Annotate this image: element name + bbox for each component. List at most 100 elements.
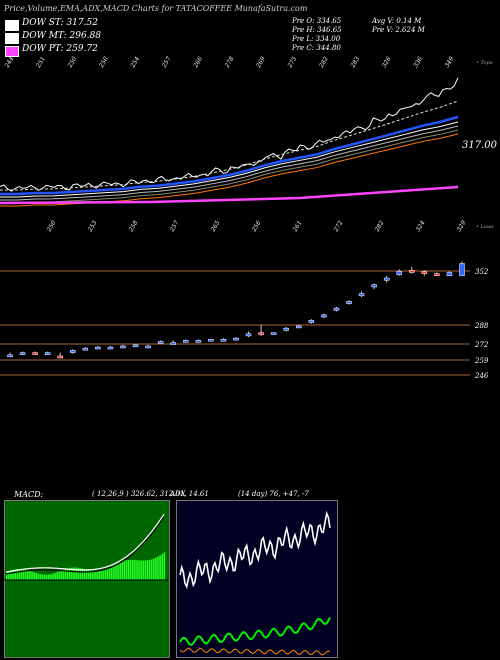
macd-bar bbox=[50, 574, 52, 580]
macd-bar bbox=[75, 567, 77, 580]
candle-body bbox=[233, 337, 239, 341]
candle-body bbox=[258, 332, 264, 335]
candle-body bbox=[421, 271, 428, 274]
macd-bar bbox=[58, 571, 61, 580]
macd-bar bbox=[150, 559, 153, 580]
macd-signal-line bbox=[5, 514, 165, 573]
macd-line bbox=[5, 516, 165, 575]
macd-bar bbox=[43, 574, 46, 580]
macd-bar bbox=[20, 569, 23, 580]
macd-bar bbox=[123, 560, 126, 580]
candlestick-chart: 352 288 272 259 246 bbox=[0, 261, 489, 380]
macd-bar bbox=[121, 561, 124, 580]
macd-bar bbox=[14, 569, 16, 580]
macd-bar bbox=[146, 560, 149, 580]
macd-bar bbox=[106, 568, 109, 580]
macd-bar bbox=[136, 560, 138, 580]
ema-long-line bbox=[0, 121, 459, 198]
adx-values: (14 day) 76, +47, -7 bbox=[238, 490, 309, 498]
pre-low: Pre L: 334.00 bbox=[292, 35, 341, 43]
legend-mt: DOW MT: 296.88 bbox=[22, 31, 101, 41]
candle-body bbox=[333, 307, 340, 311]
macd-bar bbox=[117, 563, 119, 580]
candle-body bbox=[183, 340, 189, 343]
macd-bar bbox=[45, 574, 48, 580]
adx-label: ADX bbox=[170, 490, 186, 498]
macd-bar bbox=[54, 572, 56, 580]
candle-body bbox=[358, 293, 365, 297]
macd-bar bbox=[163, 552, 166, 580]
macd-bar bbox=[29, 570, 31, 580]
macd-bar bbox=[102, 570, 105, 580]
macd-bar bbox=[22, 569, 25, 580]
candle-body bbox=[70, 350, 76, 353]
x-tick-mid: 324 bbox=[415, 219, 427, 233]
candle-body bbox=[145, 345, 151, 349]
macd-bar bbox=[18, 568, 21, 580]
macd-values: ( 12,26,9 ) 326.62, 312.01, 14.61 bbox=[92, 490, 209, 498]
candle-body bbox=[44, 352, 51, 355]
macd-bar bbox=[119, 562, 121, 580]
macd-bar bbox=[12, 569, 14, 580]
macd-bar bbox=[125, 560, 128, 580]
candle-body bbox=[32, 352, 38, 355]
macd-bar bbox=[8, 571, 10, 580]
macd-bar bbox=[16, 569, 19, 580]
macd-bar bbox=[96, 571, 98, 580]
macd-bar bbox=[127, 559, 130, 580]
price-tick-label: 259 bbox=[474, 357, 489, 365]
lows-label: • Lows bbox=[476, 224, 494, 230]
candle-body bbox=[82, 347, 89, 351]
macd-bar bbox=[159, 555, 161, 580]
ema-chart: 244 251 250 250 254 257 266 278 269 275 282 283 326 3… bbox=[0, 55, 468, 234]
x-tick-top: 336 bbox=[412, 55, 424, 69]
macd-bar bbox=[52, 573, 54, 580]
macd-bar bbox=[79, 568, 82, 580]
macd-bar bbox=[39, 574, 42, 580]
macd-bar bbox=[90, 570, 92, 580]
chart-title: Price,Volume,EMA,ADX,MACD Charts for TAT… bbox=[4, 4, 308, 13]
macd-bar bbox=[27, 570, 29, 580]
macd-bar bbox=[142, 560, 145, 580]
macd-bar bbox=[33, 572, 35, 580]
candle-body bbox=[308, 320, 315, 323]
macd-bar bbox=[60, 570, 63, 580]
macd-bar bbox=[41, 574, 44, 580]
price-tick-label: 352 bbox=[475, 268, 489, 276]
candle-body bbox=[120, 345, 126, 349]
price-tick-label: 246 bbox=[474, 372, 489, 380]
macd-label: MACD: bbox=[14, 490, 44, 499]
candle-body bbox=[57, 355, 63, 359]
ema-short-line bbox=[0, 100, 459, 191]
ema-line bbox=[0, 115, 459, 196]
macd-bar bbox=[98, 570, 100, 580]
avg-volume: Avg V: 0.14 M bbox=[372, 17, 422, 25]
candle-body bbox=[270, 332, 277, 335]
macd-bar bbox=[48, 574, 50, 580]
candle-body bbox=[383, 277, 390, 281]
plus-di-line bbox=[179, 616, 331, 646]
candle-body bbox=[296, 325, 302, 329]
macd-bar bbox=[92, 570, 94, 580]
macd-bar bbox=[132, 559, 134, 580]
macd-bar bbox=[71, 567, 73, 580]
macd-bar bbox=[81, 568, 84, 580]
price-tick-label: 288 bbox=[474, 322, 489, 330]
adx-line bbox=[179, 510, 331, 590]
macd-bar bbox=[6, 572, 8, 580]
macd-bar bbox=[111, 566, 113, 580]
macd-bar bbox=[66, 568, 69, 580]
minus-di-line bbox=[179, 647, 331, 656]
macd-bar bbox=[140, 560, 142, 580]
macd-bar bbox=[155, 557, 157, 580]
macd-bar bbox=[85, 569, 88, 580]
macd-bar bbox=[148, 559, 151, 580]
dow-pt-line bbox=[0, 185, 459, 205]
candle-body bbox=[245, 333, 252, 337]
x-tick-mid: 329 bbox=[456, 219, 468, 233]
macd-bar bbox=[157, 556, 159, 580]
macd-bar bbox=[108, 567, 111, 580]
macd-bar bbox=[73, 567, 75, 580]
macd-bar bbox=[56, 572, 58, 580]
pre-volume: Pre V: 2.624 M bbox=[372, 26, 425, 34]
